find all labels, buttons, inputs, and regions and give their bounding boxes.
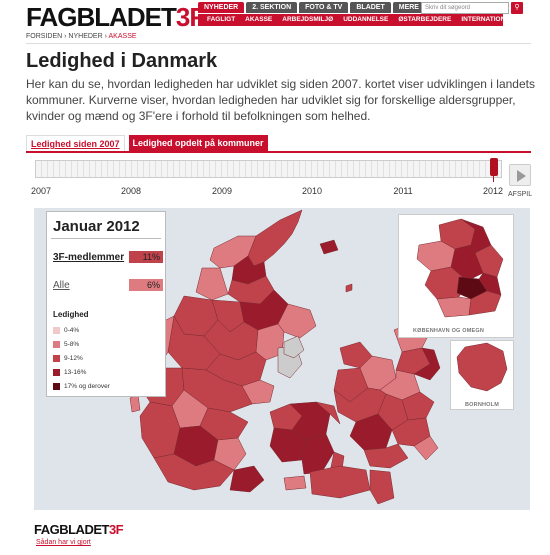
- region-vendsyssel[interactable]: [247, 209, 303, 267]
- copenhagen-map: [416, 218, 504, 318]
- topnav-nyheder[interactable]: NYHEDER: [198, 2, 245, 13]
- legend-item: 17% og derover: [53, 382, 110, 390]
- tab-underline: [26, 151, 531, 153]
- region-vordingborg[interactable]: [363, 443, 409, 469]
- row-alle-value: 6%: [129, 279, 163, 291]
- panel-title: Januar 2012: [53, 218, 140, 235]
- page-title: Ledighed i Danmark: [26, 50, 218, 72]
- row-alle-label[interactable]: Alle: [53, 280, 70, 291]
- info-panel: Januar 2012 3F-medlemmer 11% Alle 6% Led…: [46, 211, 166, 397]
- search-input[interactable]: Skriv dit søgeord: [421, 2, 509, 14]
- copenhagen-inset[interactable]: KØBENHAVN OG OMEGN: [398, 214, 514, 338]
- divider: [26, 43, 531, 44]
- row-3f-value: 11%: [129, 251, 163, 263]
- legend-swatch: [53, 354, 60, 362]
- play-button[interactable]: [509, 164, 531, 186]
- cph-area[interactable]: [436, 296, 472, 318]
- breadcrumb-forsiden[interactable]: FORSIDEN: [26, 33, 63, 40]
- subnav-fagligt[interactable]: FAGLIGT: [207, 16, 236, 23]
- tab-bar: Ledighed siden 2007 Ledighed opdelt på k…: [26, 135, 268, 152]
- legend-item: 13-16%: [53, 368, 86, 376]
- legend-item: 5-8%: [53, 340, 79, 348]
- breadcrumb-current[interactable]: AKASSE: [108, 33, 137, 40]
- topnav-2-sektion[interactable]: 2. SEKTION: [246, 2, 298, 13]
- top-nav: NYHEDER 2. SEKTION FOTO & TV BLADET MERE…: [198, 2, 434, 14]
- cph-area[interactable]: [468, 290, 502, 316]
- legend-swatch: [53, 340, 60, 348]
- year-label: 2007: [30, 186, 52, 196]
- copenhagen-label: KØBENHAVN OG OMEGN: [413, 328, 485, 334]
- subnav-ostarbejdere[interactable]: ØSTARBEJDERE: [398, 16, 452, 23]
- legend-swatch: [53, 382, 60, 390]
- search-button[interactable]: ⚲: [511, 2, 523, 14]
- bornholm-inset[interactable]: BORNHOLM: [450, 340, 514, 410]
- region-gray[interactable]: [283, 335, 305, 359]
- row-3f-label[interactable]: 3F-medlemmer: [53, 252, 125, 263]
- breadcrumb-separator: ›: [104, 33, 107, 40]
- region-guldborgsund[interactable]: [369, 469, 395, 505]
- timeline-years: 2007 2008 2009 2010 2011 2012: [0, 186, 550, 198]
- subnav-arbejdsmiljo[interactable]: ARBEJDSMILJØ: [282, 16, 334, 23]
- legend-swatch: [53, 326, 60, 334]
- topnav-bladet[interactable]: BLADET: [350, 2, 391, 13]
- year-label: 2010: [301, 186, 323, 196]
- search-icon: ⚲: [514, 4, 520, 11]
- region-lolland[interactable]: [309, 465, 371, 499]
- timeline-handle-marker: [493, 176, 494, 182]
- divider: [51, 238, 161, 239]
- site-logo[interactable]: FAGBLADET3F: [26, 2, 205, 32]
- region-mors[interactable]: [195, 267, 229, 301]
- region-als[interactable]: [229, 465, 265, 493]
- breadcrumb-separator: ›: [64, 33, 67, 40]
- lead-text: Her kan du se, hvordan ledigheden har ud…: [26, 77, 535, 123]
- sub-nav: FAGLIGT AKASSE ARBEJDSMILJØ UDDANNELSE Ø…: [198, 14, 517, 26]
- year-label: 2012: [482, 186, 504, 196]
- footer-logo[interactable]: FAGBLADET3F: [34, 522, 124, 537]
- year-label: 2008: [120, 186, 142, 196]
- region-nyborg[interactable]: [315, 401, 341, 425]
- year-label: 2009: [211, 186, 233, 196]
- region-anholt[interactable]: [345, 283, 353, 293]
- region-aabenraa[interactable]: [213, 437, 247, 471]
- bornholm-area[interactable]: [456, 342, 508, 392]
- legend-item: 0-4%: [53, 326, 79, 334]
- subnav-uddannelse[interactable]: UDDANNELSE: [343, 16, 389, 23]
- cph-area[interactable]: [416, 240, 456, 272]
- subnav-internationalt[interactable]: INTERNATIONALT: [461, 16, 518, 23]
- tab-ledighed-siden-2007[interactable]: Ledighed siden 2007: [26, 135, 125, 152]
- subnav-akasse[interactable]: AKASSE: [245, 16, 273, 23]
- methodology-link[interactable]: Sådan har vi gjort: [36, 539, 91, 546]
- bornholm-label: BORNHOLM: [465, 402, 499, 408]
- region-aeroe[interactable]: [283, 475, 307, 491]
- legend-item: 9-12%: [53, 354, 83, 362]
- tab-ledighed-kommuner[interactable]: Ledighed opdelt på kommuner: [128, 135, 268, 152]
- breadcrumb-nyheder[interactable]: NYHEDER: [68, 33, 103, 40]
- region-copenhagen[interactable]: [413, 347, 441, 381]
- region-laeso[interactable]: [319, 239, 339, 255]
- legend-swatch: [53, 368, 60, 376]
- timeline-slider[interactable]: [35, 160, 502, 178]
- timeline-handle[interactable]: [490, 158, 498, 176]
- topnav-foto-tv[interactable]: FOTO & TV: [299, 2, 349, 13]
- legend-title: Ledighed: [53, 310, 89, 319]
- bornholm-map: [456, 342, 508, 392]
- play-label: AFSPIL: [508, 191, 533, 198]
- breadcrumb: FORSIDEN › NYHEDER › AKASSE: [26, 33, 137, 40]
- year-label: 2011: [393, 186, 413, 196]
- site-header: FAGBLADET3F NYHEDER 2. SEKTION FOTO & TV…: [0, 0, 550, 32]
- region-stevns[interactable]: [413, 435, 439, 461]
